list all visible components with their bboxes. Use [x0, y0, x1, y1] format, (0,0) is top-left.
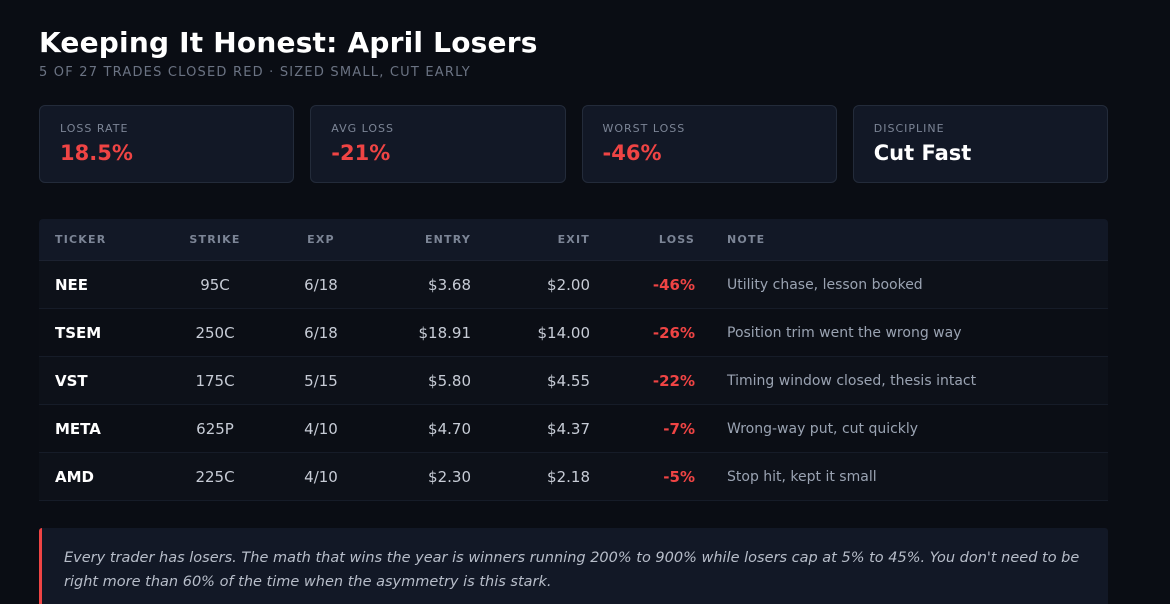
- stat-label: DISCIPLINE: [873, 122, 945, 135]
- cell-strike: 175C: [195, 371, 235, 390]
- table-row: TSEM 250C 6/18 $18.91 $14.00 -26% Positi…: [39, 309, 1108, 357]
- column-header-ticker: TICKER: [55, 233, 107, 246]
- cell-exit: $4.55: [547, 371, 590, 390]
- column-header-loss: LOSS: [658, 233, 695, 246]
- cell-exit: $2.00: [547, 275, 590, 294]
- cell-loss: -5%: [663, 467, 695, 486]
- cell-entry: $3.68: [428, 275, 471, 294]
- column-header-strike: STRIKE: [189, 233, 241, 246]
- cell-exit: $4.37: [547, 419, 590, 438]
- table-row: AMD 225C 4/10 $2.30 $2.18 -5% Stop hit, …: [39, 453, 1108, 501]
- table-row: META 625P 4/10 $4.70 $4.37 -7% Wrong-way…: [39, 405, 1108, 453]
- cell-loss: -22%: [652, 371, 695, 390]
- stat-label: LOSS RATE: [60, 122, 129, 135]
- table-body: NEE 95C 6/18 $3.68 $2.00 -46% Utility ch…: [39, 261, 1108, 501]
- takeaway-quote: Every trader has losers. The math that w…: [39, 528, 1108, 604]
- cell-note: Utility chase, lesson booked: [727, 276, 923, 293]
- column-header-entry: ENTRY: [424, 233, 471, 246]
- cell-exp: 5/15: [304, 371, 338, 390]
- cell-ticker: TSEM: [55, 323, 102, 342]
- stat-value: -46%: [602, 141, 662, 165]
- cell-ticker: AMD: [55, 467, 94, 486]
- column-header-exp: EXP: [307, 233, 335, 246]
- losers-table: TICKER STRIKE EXP ENTRY EXIT LOSS NOTE N…: [39, 219, 1108, 501]
- stat-card-discipline: DISCIPLINE Cut Fast: [852, 105, 1108, 183]
- cell-ticker: VST: [55, 371, 88, 390]
- stat-label: WORST LOSS: [602, 122, 686, 135]
- page-title: Keeping It Honest: April Losers: [39, 26, 538, 59]
- cell-entry: $18.91: [418, 323, 472, 342]
- cell-loss: -7%: [663, 419, 695, 438]
- cell-entry: $5.80: [428, 371, 471, 390]
- stat-card-avg-loss: AVG LOSS -21%: [310, 105, 566, 183]
- cell-ticker: NEE: [55, 275, 89, 294]
- cell-exp: 4/10: [304, 467, 338, 486]
- cell-strike: 250C: [195, 323, 235, 342]
- cell-note: Wrong-way put, cut quickly: [727, 420, 919, 437]
- cell-exp: 6/18: [304, 275, 338, 294]
- stat-label: AVG LOSS: [331, 122, 394, 135]
- page-subtitle: 5 OF 27 TRADES CLOSED RED · SIZED SMALL,…: [39, 65, 471, 80]
- table-header: TICKER STRIKE EXP ENTRY EXIT LOSS NOTE: [39, 219, 1108, 261]
- stat-value: Cut Fast: [873, 141, 972, 165]
- cell-note: Stop hit, kept it small: [727, 468, 877, 485]
- cell-strike: 225C: [195, 467, 235, 486]
- table-row: VST 175C 5/15 $5.80 $4.55 -22% Timing wi…: [39, 357, 1108, 405]
- table-row: NEE 95C 6/18 $3.68 $2.00 -46% Utility ch…: [39, 261, 1108, 309]
- cell-loss: -46%: [652, 275, 695, 294]
- cell-entry: $4.70: [428, 419, 471, 438]
- cell-note: Position trim went the wrong way: [727, 324, 962, 341]
- cell-loss: -26%: [652, 323, 695, 342]
- stat-value: -21%: [331, 141, 391, 165]
- cell-exp: 4/10: [304, 419, 338, 438]
- stats-row: LOSS RATE 18.5% AVG LOSS -21% WORST LOSS…: [39, 105, 1108, 183]
- cell-strike: 625P: [196, 419, 234, 438]
- column-header-note: NOTE: [727, 233, 766, 246]
- stat-value: 18.5%: [60, 141, 133, 165]
- cell-ticker: META: [55, 419, 101, 438]
- cell-exit: $2.18: [547, 467, 590, 486]
- cell-strike: 95C: [200, 275, 230, 294]
- cell-entry: $2.30: [428, 467, 471, 486]
- cell-exit: $14.00: [537, 323, 591, 342]
- stat-card-loss-rate: LOSS RATE 18.5%: [39, 105, 295, 183]
- column-header-exit: EXIT: [557, 233, 590, 246]
- cell-exp: 6/18: [304, 323, 338, 342]
- stat-card-worst-loss: WORST LOSS -46%: [581, 105, 837, 183]
- cell-note: Timing window closed, thesis intact: [727, 372, 977, 389]
